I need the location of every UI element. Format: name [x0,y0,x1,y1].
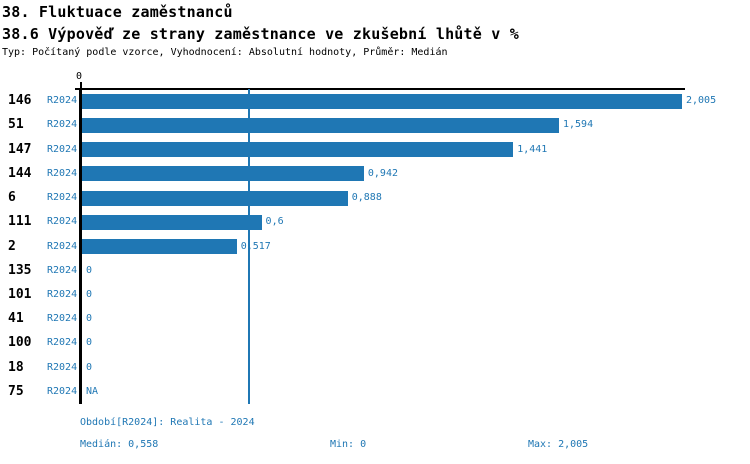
bar [82,93,682,109]
x-tick-zero-label: 0 [76,71,83,82]
bar [82,190,348,206]
y-axis-line [79,89,82,404]
value-label: 0 [86,313,93,325]
series-label: R2024 [47,192,78,204]
value-label: 0,6 [265,216,284,228]
series-label: R2024 [47,240,78,252]
bar [82,166,364,182]
value-label: 1,594 [563,119,594,131]
value-label: 2,005 [686,95,717,107]
series-label: R2024 [47,119,78,131]
footer-median: Medián: 0,558 [80,439,159,450]
report-subtitle: 38.6 Výpověď ze strany zaměstnance ve zk… [2,25,519,43]
row-id-label: 135 [8,262,32,278]
row-id-label: 41 [8,311,24,327]
value-label: 0 [86,361,93,373]
row-id-label: 2 [8,238,16,254]
chart-rows: 146 R2024 2,005 51 R2024 1,594 147 R2024 1,441 14… [0,64,750,409]
x-axis-top-line [75,88,685,90]
footer-period: Období[R2024]: Realita - 2024 [80,417,255,428]
row-id-label: 101 [8,286,32,302]
bar [82,239,237,254]
row-id-label: 6 [8,190,16,206]
value-label: 0,888 [351,192,382,204]
bar [82,142,514,158]
value-label: 1,441 [517,143,548,155]
series-label: R2024 [47,288,78,300]
bar [82,214,262,230]
series-label: R2024 [47,337,78,349]
series-label: R2024 [47,264,78,276]
series-label: R2024 [47,216,78,228]
footer-max: Max: 2,005 [528,439,589,450]
row-id-label: 100 [8,335,32,351]
value-label: 0 [86,264,93,276]
row-id-label: 146 [8,93,32,109]
value-label: NA [86,385,99,397]
row-id-label: 51 [8,117,24,133]
series-label: R2024 [47,95,78,107]
bar [82,117,559,133]
series-label: R2024 [47,361,78,373]
bar-chart: 0 146 R2024 2,005 51 R2024 1,594 147 R2024 1,441… [0,64,750,409]
row-id-label: 111 [8,214,32,230]
footer-min: Min: 0 [330,439,367,450]
row-id-label: 144 [8,165,32,181]
row-id-label: 75 [8,383,24,399]
report-title: 38. Fluktuace zaměstnanců [2,3,233,21]
value-label: 0 [86,337,93,349]
median-line [247,89,250,404]
value-label: 0,517 [240,240,271,252]
value-label: 0,942 [367,167,398,179]
report-meta-line: Typ: Počítaný podle vzorce, Vyhodnocení:… [2,47,448,58]
series-label: R2024 [47,167,78,179]
series-label: R2024 [47,313,78,325]
value-label: 0 [86,288,93,300]
x-tick-zero-mark [80,82,82,89]
series-label: R2024 [47,143,78,155]
row-id-label: 18 [8,359,24,375]
row-id-label: 147 [8,141,32,157]
series-label: R2024 [47,385,78,397]
